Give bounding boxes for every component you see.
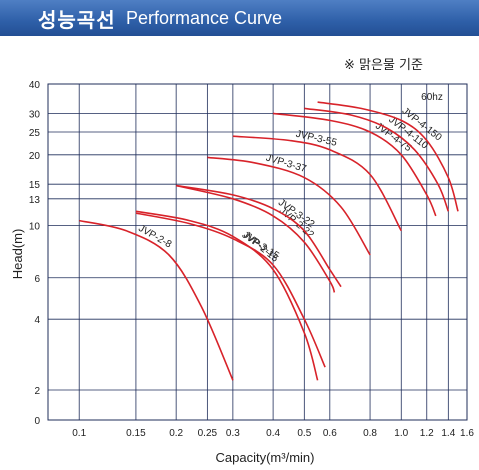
header-banner: 성능곡선 Performance Curve	[0, 0, 479, 36]
x-tick-label: 1.0	[394, 428, 408, 439]
plot-frame	[47, 83, 468, 421]
y-tick-label: 25	[29, 128, 41, 139]
clean-water-note: ※ 맑은물 기준	[344, 58, 423, 73]
x-tick-label: 0.15	[126, 428, 146, 439]
curve-jvp-2-15	[135, 210, 319, 381]
x-tick-label: 0.8	[363, 428, 377, 439]
curve-jvp-3-37	[207, 156, 371, 256]
y-tick-label: 4	[34, 315, 40, 326]
y-tick-label: 30	[29, 109, 41, 120]
y-tick-label: 40	[29, 80, 41, 91]
curve-jvp-4-75	[272, 112, 437, 217]
title-korean: 성능곡선	[38, 8, 116, 32]
curve-jvp-3-55	[232, 135, 403, 232]
x-tick-label: 0.3	[226, 428, 240, 439]
x-tick-label: 0.5	[297, 428, 311, 439]
curve-jvp-2-22	[176, 184, 336, 293]
curve-jvp-3-22	[176, 184, 342, 288]
y-tick-label: 6	[34, 274, 40, 285]
y-tick-label: 13	[29, 195, 41, 206]
frequency-annotation: 60hz	[421, 92, 443, 103]
grid-layer	[47, 83, 468, 421]
curve-jvp-4-110	[304, 107, 450, 212]
y-tick-label: 20	[29, 151, 41, 162]
x-tick-label: 1.4	[441, 428, 455, 439]
x-tick-label: 0.2	[169, 428, 183, 439]
x-tick-label: 0.1	[72, 428, 86, 439]
y-tick-label: 15	[29, 180, 41, 191]
curve-label: JVP-3-37	[265, 153, 309, 176]
y-tick-label: 0	[34, 416, 40, 427]
y-tick-label: 2	[34, 386, 40, 397]
x-tick-label: 0.6	[323, 428, 337, 439]
x-tick-label: 0.4	[266, 428, 280, 439]
x-axis-label: Capacity(m³/min)	[216, 450, 315, 465]
x-tick-label: 1.6	[460, 428, 474, 439]
curve-jvp-4-150	[317, 101, 459, 212]
x-tick-label: 0.25	[198, 428, 218, 439]
title-english: Performance Curve	[126, 8, 283, 28]
y-tick-label: 10	[29, 222, 41, 233]
y-axis-label: Head(m)	[10, 229, 25, 280]
axis-layer: 0.1 0.15 0.2 0.25 0.3 0.4 0.5 0.6 0.8 1.0 1.2 1.4 1.…	[29, 80, 475, 439]
curve-jvp-3-15	[135, 212, 326, 368]
x-tick-label: 1.2	[420, 428, 434, 439]
curve-jvp-2-8	[79, 219, 234, 381]
